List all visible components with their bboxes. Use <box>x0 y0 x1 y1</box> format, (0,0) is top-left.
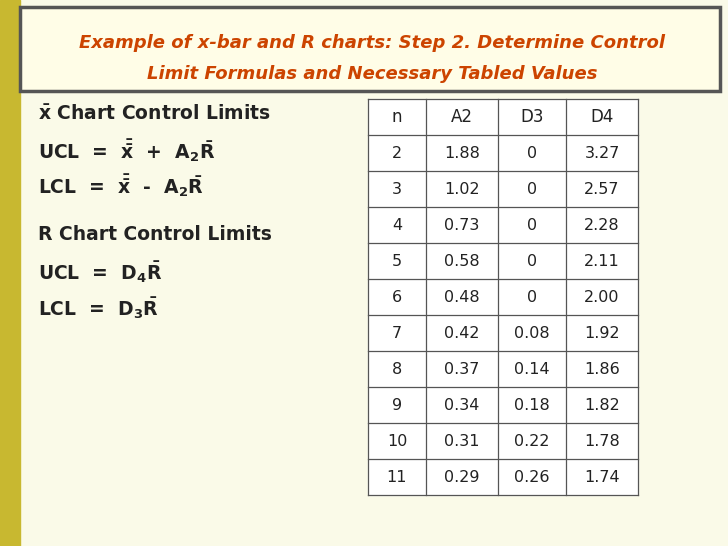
Text: 0.26: 0.26 <box>514 470 550 484</box>
Text: 0: 0 <box>527 181 537 197</box>
Text: 2: 2 <box>392 145 402 161</box>
Text: $\mathbf{\bar{x}}$ Chart Control Limits: $\mathbf{\bar{x}}$ Chart Control Limits <box>38 104 271 123</box>
Text: 7: 7 <box>392 325 402 341</box>
Text: R Chart Control Limits: R Chart Control Limits <box>38 224 272 244</box>
Text: 5: 5 <box>392 253 402 269</box>
Text: 1.88: 1.88 <box>444 145 480 161</box>
Text: Limit Formulas and Necessary Tabled Values: Limit Formulas and Necessary Tabled Valu… <box>147 65 597 83</box>
Text: 0.48: 0.48 <box>444 289 480 305</box>
Text: 1.74: 1.74 <box>584 470 620 484</box>
Text: 8: 8 <box>392 361 402 377</box>
Circle shape <box>500 0 660 80</box>
Text: 1.92: 1.92 <box>584 325 620 341</box>
Text: 0: 0 <box>527 145 537 161</box>
Text: 0: 0 <box>527 289 537 305</box>
Text: 0.58: 0.58 <box>444 253 480 269</box>
Text: D4: D4 <box>590 108 614 126</box>
Text: 2.00: 2.00 <box>585 289 620 305</box>
Circle shape <box>638 0 728 116</box>
Text: 0.73: 0.73 <box>444 217 480 233</box>
Text: 6: 6 <box>392 289 402 305</box>
Text: 0.22: 0.22 <box>514 434 550 448</box>
Text: A2: A2 <box>451 108 473 126</box>
Bar <box>0 0 728 66</box>
Text: 9: 9 <box>392 397 402 412</box>
Text: Example of x-bar and R charts: Step 2. Determine Control: Example of x-bar and R charts: Step 2. D… <box>79 34 665 52</box>
Circle shape <box>640 0 728 60</box>
Text: LCL  =  $\mathbf{D_3\bar{R}}$: LCL = $\mathbf{D_3\bar{R}}$ <box>38 295 159 321</box>
Text: 0.08: 0.08 <box>514 325 550 341</box>
Text: 10: 10 <box>387 434 407 448</box>
Text: UCL  =  $\mathbf{D_4\bar{R}}$: UCL = $\mathbf{D_4\bar{R}}$ <box>38 259 162 285</box>
Text: 4: 4 <box>392 217 402 233</box>
Text: 0.18: 0.18 <box>514 397 550 412</box>
Text: 2.57: 2.57 <box>585 181 620 197</box>
Text: 2.11: 2.11 <box>584 253 620 269</box>
Text: 1.82: 1.82 <box>584 397 620 412</box>
Text: UCL  =  $\mathbf{\bar{\bar{x}}}$  +  $\mathbf{A_2\bar{R}}$: UCL = $\mathbf{\bar{\bar{x}}}$ + $\mathb… <box>38 138 215 164</box>
Text: D3: D3 <box>521 108 544 126</box>
Circle shape <box>580 0 728 100</box>
Text: 0: 0 <box>527 253 537 269</box>
Text: 0.31: 0.31 <box>444 434 480 448</box>
Text: 0.37: 0.37 <box>444 361 480 377</box>
Bar <box>368 99 638 495</box>
Text: 1.78: 1.78 <box>584 434 620 448</box>
Text: LCL  =  $\mathbf{\bar{\bar{x}}}$  -  $\mathbf{A_2\bar{R}}$: LCL = $\mathbf{\bar{\bar{x}}}$ - $\mathb… <box>38 173 204 199</box>
Bar <box>0 0 20 546</box>
FancyBboxPatch shape <box>20 7 720 91</box>
Circle shape <box>500 0 728 120</box>
Text: 0.42: 0.42 <box>444 325 480 341</box>
Text: 3: 3 <box>392 181 402 197</box>
Text: n: n <box>392 108 403 126</box>
Text: 0.34: 0.34 <box>444 397 480 412</box>
Text: 1.02: 1.02 <box>444 181 480 197</box>
Text: 0.29: 0.29 <box>444 470 480 484</box>
Text: 1.86: 1.86 <box>584 361 620 377</box>
Text: 0.14: 0.14 <box>514 361 550 377</box>
Text: 0: 0 <box>527 217 537 233</box>
Text: 2.28: 2.28 <box>584 217 620 233</box>
Text: 11: 11 <box>387 470 407 484</box>
Text: 3.27: 3.27 <box>585 145 620 161</box>
